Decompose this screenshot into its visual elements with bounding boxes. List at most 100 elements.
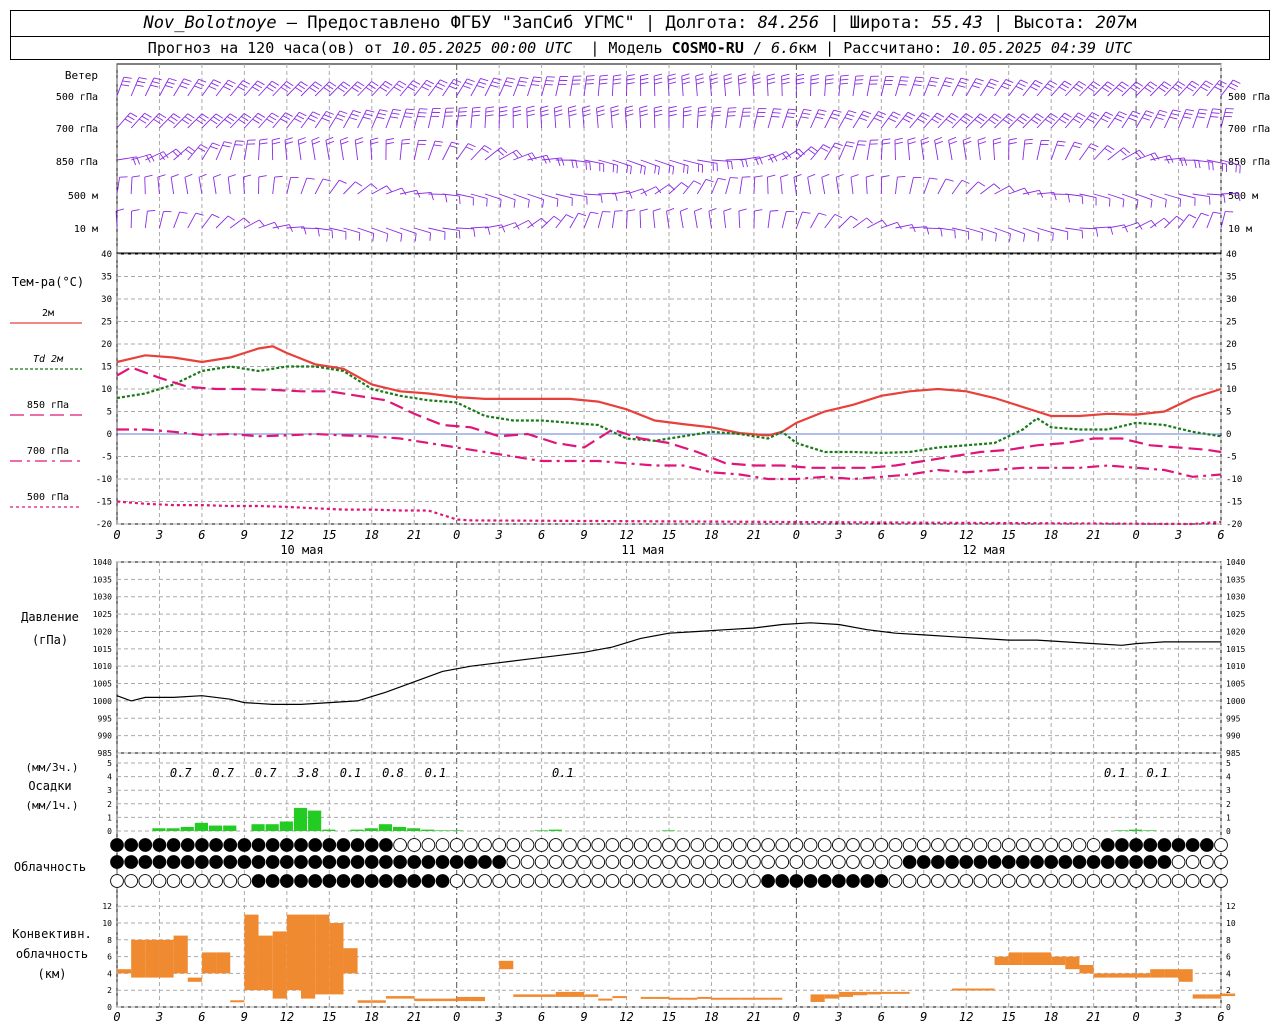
wind-barb-feather	[484, 145, 492, 151]
wind-barb-feather	[1158, 87, 1166, 93]
hour-tick-label: 18	[365, 528, 379, 542]
wind-barb	[286, 177, 292, 195]
temp-series-line	[116, 366, 1222, 469]
cloud-cover-circle	[393, 874, 407, 888]
wind-barb-feather	[896, 222, 902, 230]
wind-barb	[696, 179, 707, 195]
wind-barb	[909, 76, 917, 97]
wind-barb-feather	[351, 113, 359, 117]
wind-barb-feather	[1163, 217, 1171, 224]
conv-cloud-bar	[853, 991, 868, 996]
wind-barb	[682, 180, 695, 195]
wind-barb-feather	[556, 198, 559, 207]
wind-barb-feather	[980, 113, 988, 119]
conv-cloud-bar	[810, 994, 825, 1002]
wind-barb-feather	[845, 144, 854, 148]
wind-barb-feather	[1075, 115, 1083, 121]
cloud-cover-circle	[1030, 855, 1044, 869]
wind-barb-feather	[553, 215, 561, 222]
wind-barb	[1107, 111, 1120, 129]
wind-barb-feather	[1228, 86, 1236, 91]
wind-barb	[966, 227, 983, 234]
wind-barb-feather	[1067, 194, 1071, 203]
cloud-cover-circle	[265, 874, 280, 888]
wind-barb	[824, 142, 836, 161]
wind-barb	[1192, 193, 1210, 198]
wind-barb-feather	[727, 111, 736, 113]
wind-barb-feather	[962, 116, 971, 122]
wind-barb-feather	[626, 164, 629, 173]
wind-barb-feather	[485, 106, 495, 109]
cloud-cover-circle	[647, 874, 662, 888]
wind-barb-feather	[1058, 86, 1067, 92]
wind-barb	[442, 79, 455, 97]
wind-barb	[781, 211, 787, 229]
wind-barb	[229, 80, 244, 97]
wind-barb	[838, 76, 842, 97]
wind-barb	[780, 177, 783, 195]
cloud-cover-circle	[294, 874, 308, 888]
wind-barb-feather	[962, 136, 971, 141]
wind-barb	[1036, 113, 1052, 129]
conv-cloud-bar	[216, 952, 231, 974]
wind-barb-feather	[1208, 161, 1210, 170]
wind-barb-feather	[626, 82, 635, 85]
wind-barb	[821, 177, 826, 195]
wind-barb-feather	[829, 116, 838, 120]
wind-barb	[227, 177, 231, 195]
wind-barb	[201, 142, 213, 161]
wind-barb	[611, 211, 616, 229]
wind-barb-feather	[179, 85, 188, 89]
wind-barb-feather	[499, 114, 508, 117]
wind-barb-feather	[834, 142, 843, 146]
wind-barb-feather	[850, 174, 859, 178]
wind-barb	[962, 140, 967, 161]
wind-barb-feather	[888, 117, 896, 123]
wind-barb-feather	[821, 173, 830, 178]
wind-barb-feather	[915, 76, 924, 79]
wind-barb	[297, 140, 302, 161]
wind-barb-feather	[340, 140, 349, 145]
wind-barb	[895, 76, 902, 97]
precip-bar	[364, 828, 378, 831]
wind-barb	[215, 215, 229, 229]
conv-cloud-bar	[286, 914, 301, 991]
wind-barb-feather	[781, 77, 790, 81]
conv-tick-label: 10	[102, 919, 112, 928]
wind-barb-feather	[771, 115, 780, 118]
wind-barb	[1121, 222, 1139, 229]
cloud-cover-circle	[421, 838, 436, 852]
wind-barb-feather	[898, 83, 907, 86]
wind-barb-feather	[1116, 114, 1125, 119]
wind-barb-feather	[513, 113, 522, 117]
wind-barb-feather	[590, 211, 599, 215]
pressure-tick-label-right: 1035	[1226, 575, 1245, 584]
cloud-cover-circle	[931, 838, 945, 852]
wind-barb	[866, 76, 872, 97]
pressure-tick-label-right: 990	[1226, 732, 1241, 741]
wind-barb-feather	[1176, 215, 1184, 222]
wind-barb-feather	[372, 233, 375, 242]
conv-cloud-bar	[1164, 969, 1179, 978]
wind-barb-feather	[307, 117, 316, 123]
hour-tick-label: 21	[407, 528, 421, 542]
precip-bar	[350, 829, 364, 831]
cloud-cover-circle	[379, 874, 393, 888]
conv-cloud-bar	[272, 931, 287, 999]
cloud-cover-circle	[407, 874, 422, 888]
wind-barb-feather	[390, 116, 399, 119]
wind-barb-feather	[391, 112, 400, 115]
wind-barb	[1164, 81, 1179, 97]
wind-barb	[343, 81, 358, 97]
wind-barb	[1192, 159, 1213, 163]
wind-barb-feather	[683, 114, 692, 117]
wind-barb-feather	[386, 233, 389, 242]
cloud-cover-circle	[662, 855, 676, 869]
wind-barb-feather	[243, 113, 252, 119]
wind-barb-feather	[836, 173, 844, 178]
cloud-cover-circle	[973, 874, 988, 888]
conv-tick-label-right: 8	[1226, 936, 1231, 945]
cloud-cover-circle	[1185, 874, 1200, 888]
cloud-cover-circle	[336, 855, 351, 869]
wind-barb	[527, 193, 544, 200]
